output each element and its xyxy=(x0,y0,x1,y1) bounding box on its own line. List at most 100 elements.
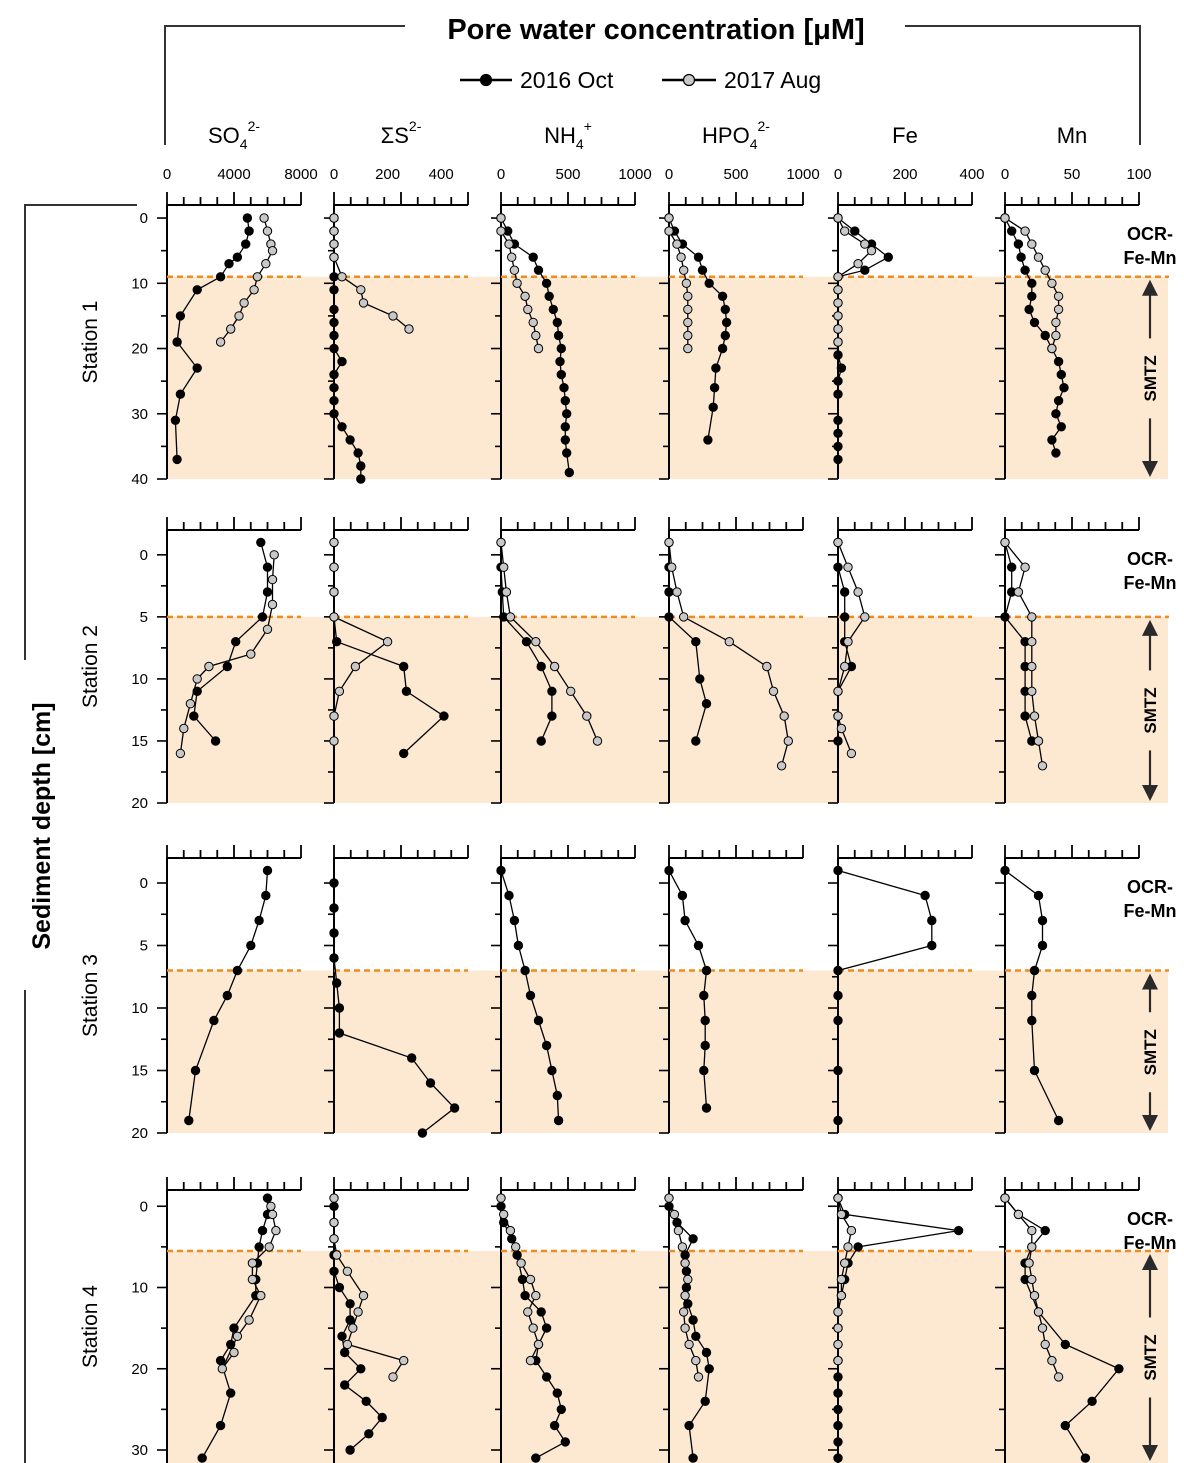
data-point xyxy=(329,285,339,295)
data-point xyxy=(261,259,271,269)
data-point xyxy=(256,1290,266,1301)
data-point xyxy=(241,239,251,249)
y-tick-label: 15 xyxy=(131,733,148,750)
data-point xyxy=(555,356,565,367)
data-point xyxy=(507,252,517,262)
data-point xyxy=(329,304,339,315)
data-point xyxy=(1053,396,1064,406)
data-point xyxy=(582,711,592,721)
data-point xyxy=(332,1250,342,1260)
data-point xyxy=(262,587,273,597)
data-point xyxy=(215,1355,226,1366)
data-point xyxy=(1056,369,1067,380)
data-point xyxy=(833,1388,843,1398)
data-point xyxy=(504,239,514,249)
data-point xyxy=(552,317,562,328)
data-point xyxy=(673,1225,684,1236)
x-tick-label: 0 xyxy=(163,166,171,183)
data-point xyxy=(350,661,361,672)
data-point xyxy=(679,612,689,622)
data-point xyxy=(246,940,256,951)
series-2017-aug xyxy=(329,1193,409,1382)
data-point xyxy=(356,285,366,295)
data-point xyxy=(691,736,701,746)
y-tick-label: 0 xyxy=(140,1198,148,1215)
data-point xyxy=(192,363,202,373)
data-point xyxy=(329,878,339,888)
data-point xyxy=(329,1193,339,1203)
data-point xyxy=(501,587,512,597)
data-point xyxy=(224,259,234,269)
series-line xyxy=(668,870,708,1109)
data-point xyxy=(664,1193,674,1203)
x-tick-label: 4000 xyxy=(217,166,250,183)
data-point xyxy=(680,1290,690,1301)
data-point xyxy=(783,736,793,746)
series-2016-oct xyxy=(184,865,273,1126)
data-point xyxy=(762,661,772,672)
series-2017-aug xyxy=(175,550,279,759)
data-point xyxy=(266,1201,276,1212)
data-point xyxy=(1007,562,1017,572)
data-point xyxy=(683,1299,693,1309)
fe-mn-zone-label: Fe-Mn xyxy=(1124,248,1177,268)
data-point xyxy=(192,285,202,295)
y-tick-label: 30 xyxy=(131,406,148,423)
series-2016-oct xyxy=(189,537,273,746)
header-bracket xyxy=(164,25,1141,145)
data-point xyxy=(232,252,243,262)
data-point xyxy=(833,1193,843,1203)
data-point xyxy=(683,343,693,354)
data-point xyxy=(1027,637,1037,647)
data-point xyxy=(262,1193,273,1203)
data-point xyxy=(175,389,186,399)
panel-station1-sum-s xyxy=(324,192,469,484)
data-point xyxy=(204,661,214,672)
data-point xyxy=(257,612,268,622)
data-point xyxy=(356,1364,366,1374)
data-point xyxy=(388,311,398,321)
data-point xyxy=(688,1234,698,1244)
data-point xyxy=(1040,330,1050,341)
data-point xyxy=(560,1437,570,1447)
data-point xyxy=(564,467,574,478)
data-point xyxy=(340,1380,350,1390)
legend: 2016 Oct 2017 Aug xyxy=(460,67,821,93)
data-point xyxy=(1020,711,1030,721)
series-line xyxy=(1004,541,1044,766)
data-point xyxy=(953,1225,964,1236)
panel-station4-mn xyxy=(995,1177,1169,1463)
panel-station4-so xyxy=(157,1177,302,1463)
data-point xyxy=(496,537,506,548)
data-point xyxy=(833,415,843,425)
data-point xyxy=(239,298,249,308)
station-row-2: Station 2 0 5 10 15 20 OCR- Fe-Mn SMTZ xyxy=(79,517,1177,812)
data-point xyxy=(556,343,566,354)
x-tick-label: 500 xyxy=(555,166,580,183)
series-2016-oct xyxy=(496,213,574,478)
data-point xyxy=(267,246,278,256)
data-point xyxy=(1037,761,1048,771)
data-point xyxy=(329,343,339,354)
data-point xyxy=(329,213,339,223)
variable-name: SO xyxy=(208,123,240,148)
data-point xyxy=(356,461,366,471)
x-tick-label: 200 xyxy=(892,166,917,183)
panel-station2-so xyxy=(157,517,302,804)
data-point xyxy=(512,278,522,288)
data-point xyxy=(496,226,506,236)
series-2016-oct xyxy=(664,1201,714,1463)
legend-label-2017: 2017 Aug xyxy=(724,67,821,93)
data-point xyxy=(329,239,339,249)
x-tick-label: 0 xyxy=(1001,166,1009,183)
data-point xyxy=(504,890,514,901)
data-point xyxy=(541,1323,552,1333)
data-point xyxy=(525,1355,536,1366)
series-2016-oct xyxy=(170,213,254,465)
data-point xyxy=(701,965,712,976)
series-2017-aug xyxy=(215,213,278,347)
data-point xyxy=(1056,422,1067,432)
data-point xyxy=(334,686,345,696)
data-point xyxy=(846,748,857,759)
data-point xyxy=(836,1274,847,1285)
